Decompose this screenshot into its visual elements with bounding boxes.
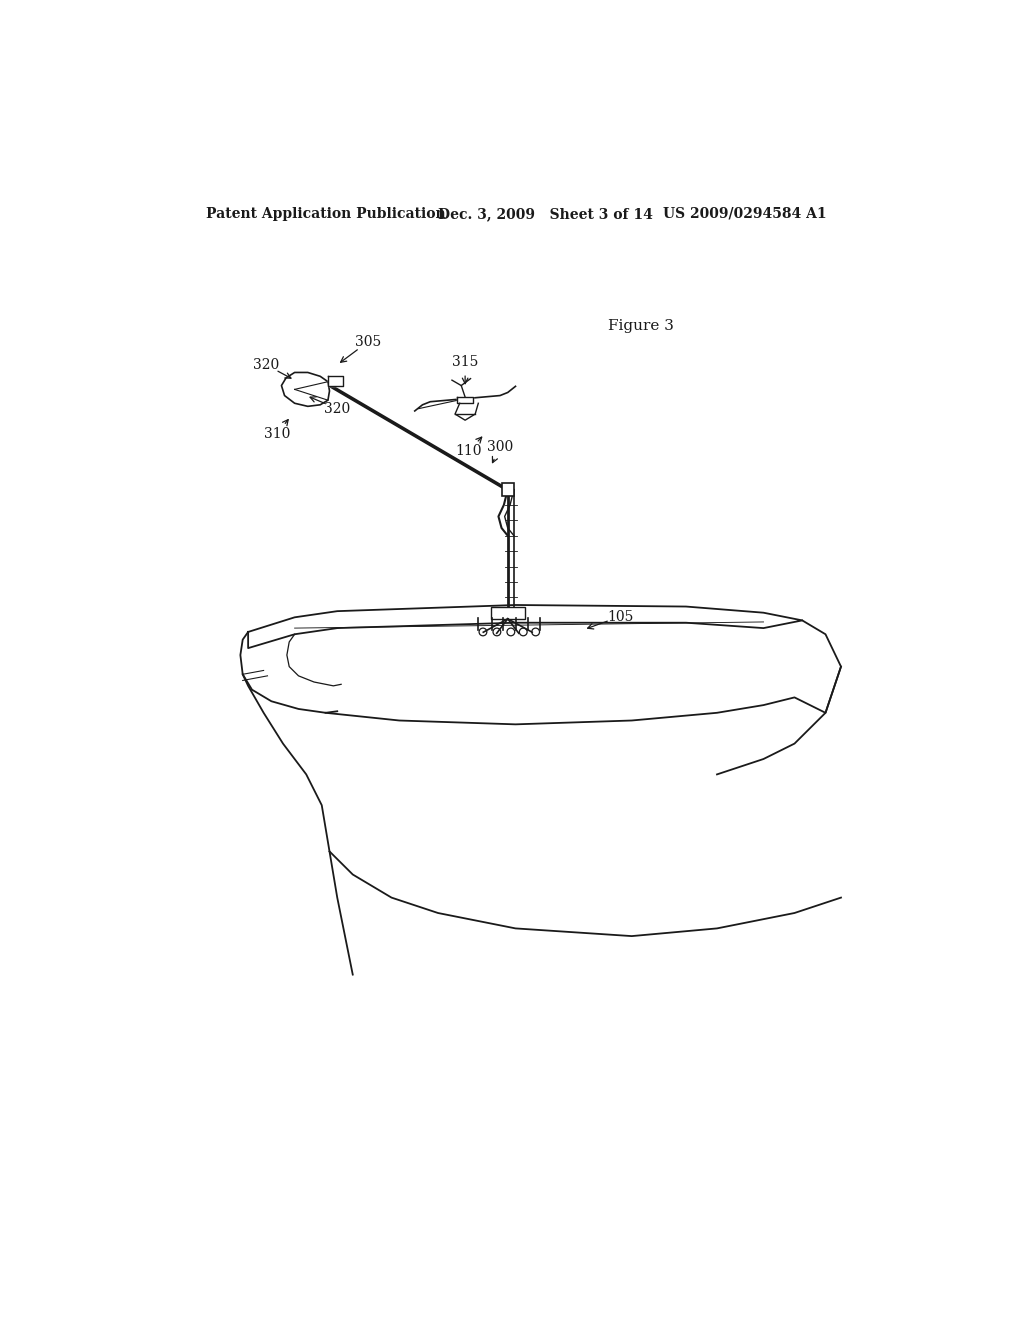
Text: Patent Application Publication: Patent Application Publication bbox=[206, 207, 445, 220]
Text: 315: 315 bbox=[452, 355, 478, 370]
Text: 110: 110 bbox=[456, 444, 482, 458]
Polygon shape bbox=[328, 376, 343, 387]
Text: 320: 320 bbox=[253, 358, 280, 372]
Bar bbox=[502, 483, 514, 496]
Text: 310: 310 bbox=[263, 428, 290, 441]
Polygon shape bbox=[282, 372, 330, 407]
Text: Figure 3: Figure 3 bbox=[608, 319, 675, 333]
Polygon shape bbox=[248, 605, 802, 648]
Text: US 2009/0294584 A1: US 2009/0294584 A1 bbox=[663, 207, 826, 220]
Text: 105: 105 bbox=[607, 610, 633, 623]
Text: Dec. 3, 2009   Sheet 3 of 14: Dec. 3, 2009 Sheet 3 of 14 bbox=[438, 207, 653, 220]
Polygon shape bbox=[458, 397, 473, 404]
Text: 300: 300 bbox=[486, 440, 513, 454]
Text: 320: 320 bbox=[325, 401, 350, 416]
Bar bbox=[490, 607, 524, 619]
Text: 305: 305 bbox=[355, 335, 381, 348]
